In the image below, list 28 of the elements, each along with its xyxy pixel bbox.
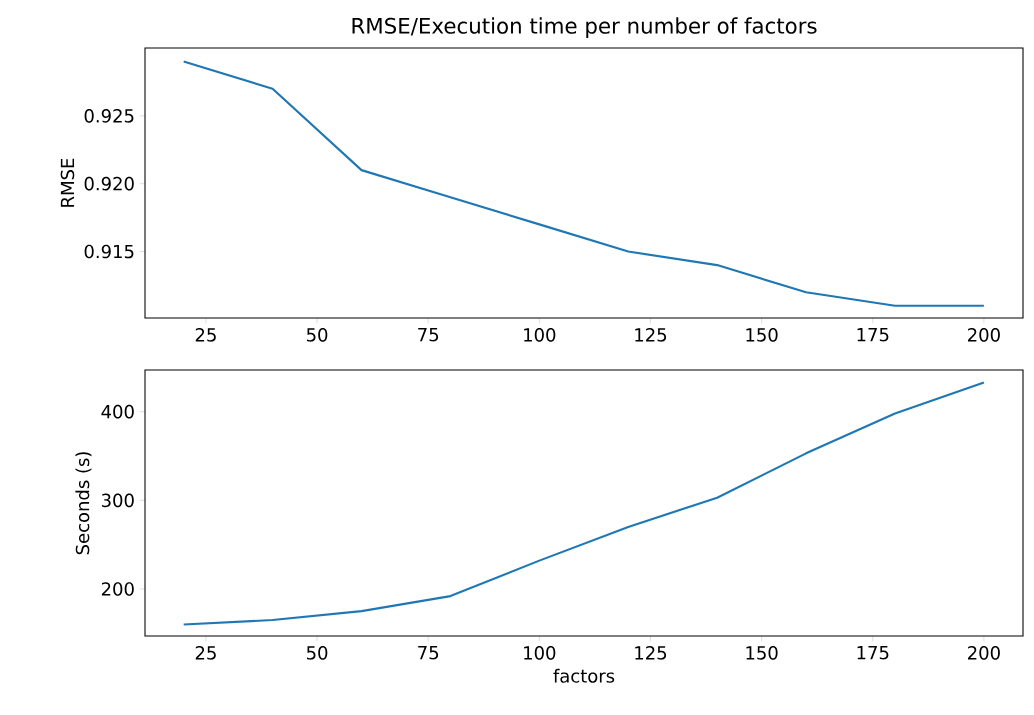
y-tick-label: 400 (101, 404, 134, 419)
x-tick-label: 100 (524, 646, 556, 660)
chart-title: RMSE/Execution time per number of factors (352, 17, 817, 38)
x-tick-label: 50 (306, 328, 328, 342)
y-tick-label: 0.925 (84, 109, 134, 123)
x-tick-label: 150 (746, 646, 778, 660)
x-tick-label: 125 (635, 328, 667, 342)
line-series (182, 60, 985, 307)
x-tick-label: 175 (857, 328, 889, 342)
y-axis-title: Seconds (s) (75, 452, 92, 555)
y-tick-label: 0.920 (84, 176, 134, 191)
x-tick-label: 200 (968, 328, 1000, 342)
x-tick-label: 25 (195, 646, 216, 660)
x-tick-label: 125 (635, 646, 667, 660)
line-series (182, 381, 985, 626)
x-tick-label: 200 (968, 646, 1000, 660)
x-tick-label: 75 (418, 646, 439, 660)
y-tick-label: 200 (101, 582, 134, 596)
x-tick-label: 75 (418, 328, 439, 342)
y-tick-label: 0.915 (84, 244, 134, 259)
y-tick-label: 300 (101, 493, 134, 508)
x-tick-label: 25 (195, 328, 216, 342)
x-tick-label: 150 (746, 328, 778, 342)
x-tick-label: 100 (524, 328, 556, 342)
x-tick-label: 175 (857, 646, 889, 660)
x-tick-label: 50 (306, 646, 328, 660)
y-axis-title: RMSE (60, 158, 75, 207)
x-axis-title: factors (553, 668, 615, 683)
